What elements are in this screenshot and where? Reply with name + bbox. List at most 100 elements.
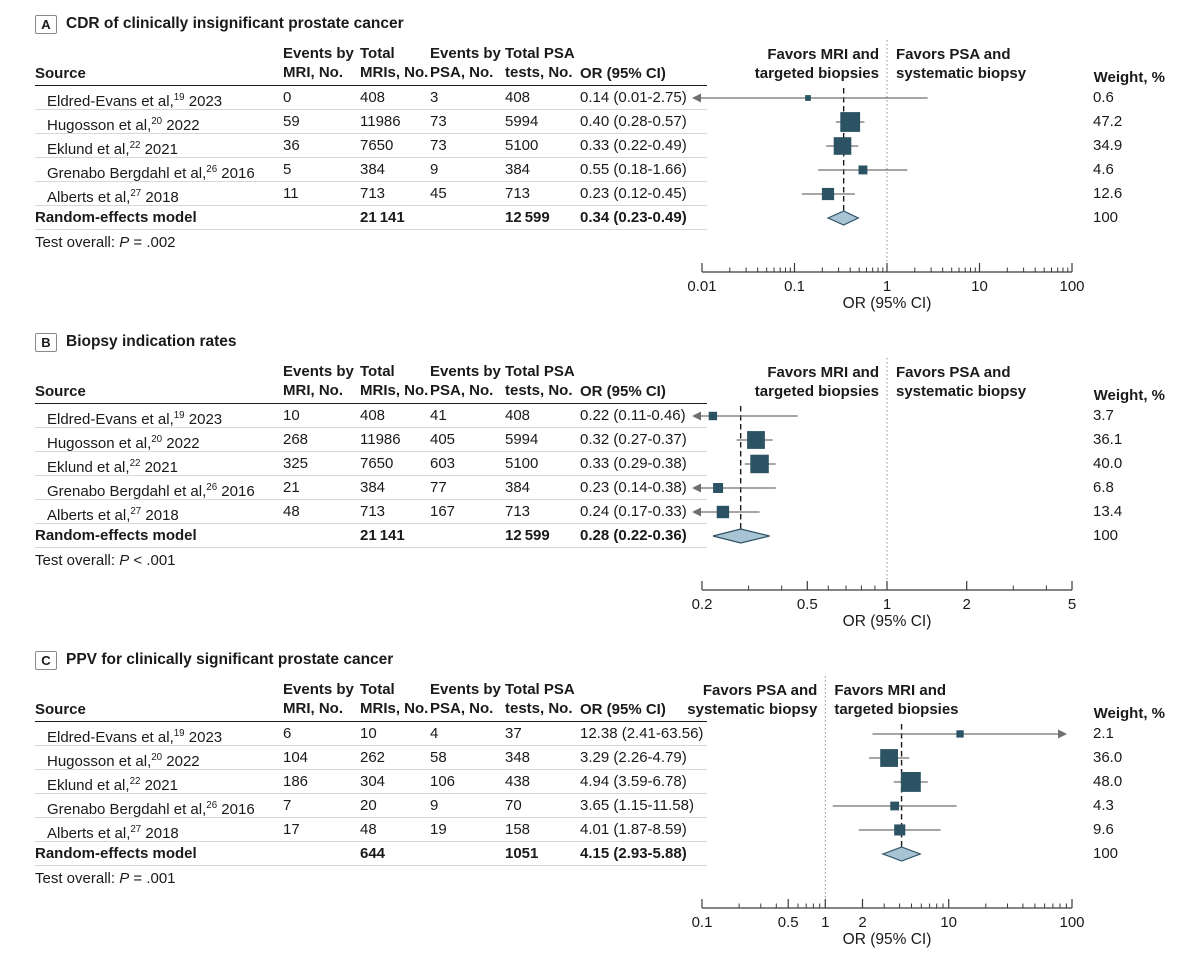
x-axis-tick-label: 1 (883, 596, 891, 613)
weight-value: 34.9 (1093, 137, 1123, 154)
favors-left-label: Favors MRI and targeted biopsies (754, 363, 879, 400)
or-ci-cell: 3.29 (2.26-4.79) (580, 749, 687, 766)
events-psa-cell: 73 (430, 113, 447, 130)
reference-superscript: 19 (173, 92, 185, 103)
source-cell: Alberts et al,27 2018 (47, 506, 179, 524)
study-row: Hugosson et al,20 2022 59 11986 73 5994 0.40 … (35, 110, 707, 134)
favors-left-label: Favors PSA and systematic biopsy (687, 681, 818, 718)
total-psa-cell: 5994 (505, 113, 539, 130)
reference-superscript: 26 (206, 800, 218, 811)
x-axis-tick-label: 1 (883, 278, 891, 295)
source-cell: Hugosson et al,20 2022 (47, 116, 200, 134)
weight-value: 4.3 (1093, 797, 1114, 814)
x-axis-tick-label: 0.01 (687, 278, 716, 295)
reference-superscript: 19 (173, 728, 185, 739)
column-header: Events by MRI, No. (283, 363, 354, 399)
total-mri-cell: 713 (360, 185, 386, 202)
weight-value: 40.0 (1093, 455, 1123, 472)
events-mri-cell: 36 (283, 137, 300, 154)
study-row: Grenabo Bergdahl et al,26 2016 21 384 77 384… (35, 476, 707, 500)
events-psa-cell: 73 (430, 137, 447, 154)
events-psa-cell: 58 (430, 749, 447, 766)
p-symbol: P (119, 552, 130, 569)
total-psa-cell: 158 (505, 821, 531, 838)
p-symbol: P (119, 234, 130, 251)
or-ci-cell: 0.55 (0.18-1.66) (580, 161, 687, 178)
or-point-square (840, 112, 861, 132)
total-psa-cell: 713 (505, 185, 531, 202)
weight-column-header: Weight, % (1093, 387, 1165, 404)
or-point-square (956, 730, 964, 738)
test-overall-text: Test overall: P = .001 (35, 870, 176, 887)
total-mri-cell: 20 (360, 797, 377, 814)
or-ci-cell: 3.65 (1.15-11.58) (580, 797, 694, 814)
column-header-or: OR (95% CI) (580, 65, 666, 82)
column-header: Total MRIs, No. (360, 45, 429, 81)
or-point-square (880, 749, 898, 767)
total-psa-cell: 12 599 (505, 527, 550, 544)
total-psa-cell: 1051 (505, 845, 539, 862)
or-ci-cell: 0.24 (0.17-0.33) (580, 503, 687, 520)
events-mri-cell: 21 (283, 479, 300, 496)
weight-values: 0.6 47.2 34.9 4.6 12.6 100 (1093, 86, 1122, 230)
or-ci-cell: 0.22 (0.11-0.46) (580, 407, 686, 424)
table-header-row: Source Events by MRI, No. Total MRIs, No. Eve… (35, 358, 707, 404)
events-mri-cell: 325 (283, 455, 309, 472)
column-header-source: Source (35, 383, 86, 400)
reference-superscript: 22 (129, 458, 141, 469)
pooled-row: Random-effects model 644 1051 4.15 (2.93-5.… (35, 842, 707, 866)
total-psa-cell: 37 (505, 725, 522, 742)
events-psa-cell: 4 (430, 725, 439, 742)
pooled-label-cell: Random-effects model (35, 209, 197, 226)
column-header: Events by PSA, No. (430, 45, 501, 81)
total-mri-cell: 408 (360, 89, 386, 106)
source-cell: Hugosson et al,20 2022 (47, 752, 200, 770)
or-ci-cell: 0.34 (0.23-0.49) (580, 209, 687, 226)
panel-a: A CDR of clinically insignificant prostat… (35, 12, 1165, 316)
column-header: Total MRIs, No. (360, 681, 429, 717)
x-axis-tick-label: 2 (963, 596, 971, 613)
pooled-diamond (712, 528, 770, 544)
total-psa-cell: 348 (505, 749, 531, 766)
pooled-diamond (826, 210, 860, 226)
panel-title-text: Biopsy indication rates (66, 333, 237, 350)
events-psa-cell (430, 524, 505, 547)
study-row: Eklund et al,22 2021 36 7650 73 5100 0.33 (0.… (35, 134, 707, 158)
x-axis-title: OR (95% CI) (843, 613, 932, 630)
reference-superscript: 20 (151, 752, 163, 763)
or-ci-cell: 0.14 (0.01-2.75) (580, 89, 687, 106)
or-ci-cell: 4.15 (2.93-5.88) (580, 845, 687, 862)
or-ci-cell: 0.23 (0.12-0.45) (580, 185, 687, 202)
table-header-row: Source Events by MRI, No. Total MRIs, No. Eve… (35, 676, 707, 722)
total-mri-cell: 384 (360, 479, 386, 496)
reference-superscript: 22 (129, 776, 141, 787)
events-mri-cell: 6 (283, 725, 292, 742)
pooled-row: Random-effects model 21 141 12 599 0.28 (0.… (35, 524, 707, 548)
weight-column-header: Weight, % (1093, 705, 1165, 722)
events-mri-cell: 59 (283, 113, 300, 130)
reference-superscript: 19 (173, 410, 185, 421)
total-mri-cell: 10 (360, 725, 377, 742)
x-axis-title: OR (95% CI) (843, 931, 932, 948)
pooled-row: Random-effects model 21 141 12 599 0.34 (0.… (35, 206, 707, 230)
events-psa-cell: 3 (430, 89, 439, 106)
or-ci-cell: 0.23 (0.14-0.38) (580, 479, 687, 496)
test-overall-text: Test overall: P < .001 (35, 552, 176, 569)
total-mri-cell: 11986 (360, 431, 401, 448)
column-header-source: Source (35, 65, 86, 82)
panel-b: B Biopsy indication rates Source Events by M… (35, 330, 1165, 634)
study-row: Hugosson et al,20 2022 104 262 58 348 3.29 (2… (35, 746, 707, 770)
source-cell: Grenabo Bergdahl et al,26 2016 (47, 482, 255, 500)
column-header: Events by PSA, No. (430, 363, 501, 399)
x-axis-tick-label: 5 (1068, 596, 1076, 613)
events-psa-cell: 45 (430, 185, 447, 202)
x-axis-tick-label: 10 (971, 278, 988, 295)
events-psa-cell (430, 842, 505, 865)
or-ci-cell: 0.28 (0.22-0.36) (580, 527, 687, 544)
total-mri-cell: 7650 (360, 137, 394, 154)
column-header: Total PSA tests, No. (505, 363, 575, 399)
total-mri-cell: 408 (360, 407, 386, 424)
panel-title: C PPV for clinically significant prostate… (35, 648, 1165, 672)
column-header: Total PSA tests, No. (505, 681, 575, 717)
